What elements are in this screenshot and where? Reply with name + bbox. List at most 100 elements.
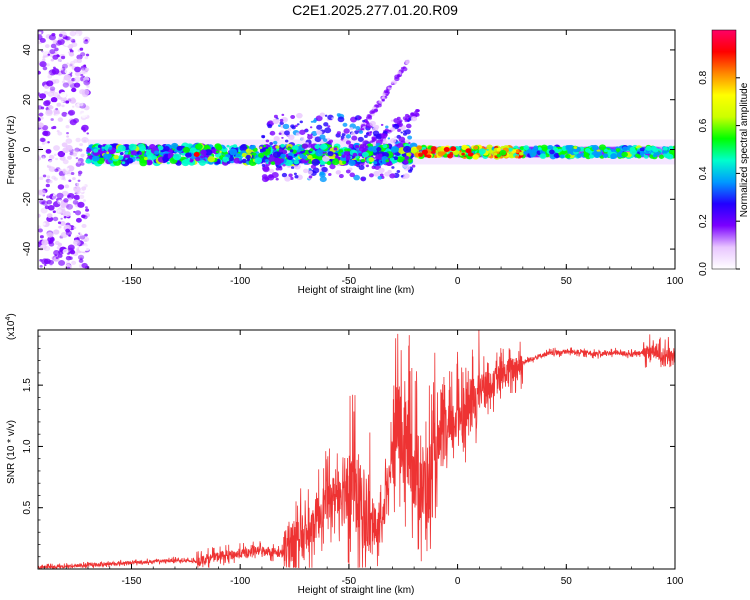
heatmap-cell xyxy=(400,70,404,73)
heatmap-cell xyxy=(261,194,266,198)
heatmap-cell xyxy=(368,173,374,178)
heatmap-cell xyxy=(61,142,68,148)
heatmap-cell xyxy=(437,147,444,153)
heatmap-cell xyxy=(540,144,548,151)
heatmap-cell xyxy=(345,169,351,174)
heatmap-cell xyxy=(87,153,91,156)
heatmap-cell xyxy=(555,149,560,154)
heatmap-cell xyxy=(72,105,75,108)
colorbar-tick-label: 0.0 xyxy=(698,262,709,276)
heatmap-cell xyxy=(291,145,299,151)
heatmap-cell xyxy=(60,217,63,220)
heatmap-cell xyxy=(80,73,84,77)
heatmap-cell xyxy=(352,152,358,157)
heatmap-cell xyxy=(75,157,79,160)
heatmap-cell xyxy=(287,134,295,140)
heatmap-cell xyxy=(404,197,409,201)
heatmap-cell xyxy=(363,134,368,139)
heatmap-cell xyxy=(58,175,63,180)
heatmap-cell xyxy=(406,139,410,143)
heatmap-cell xyxy=(57,131,63,136)
heatmap-cell xyxy=(46,195,50,199)
heatmap-cell xyxy=(580,152,585,156)
heatmap-cell xyxy=(82,199,87,202)
heatmap-cell xyxy=(499,149,507,156)
heatmap-cell xyxy=(389,173,396,179)
heatmap-cell xyxy=(166,161,170,165)
heatmap-cell xyxy=(65,138,73,144)
heatmap-cell xyxy=(326,137,331,141)
heatmap-cell xyxy=(71,77,76,82)
heatmap-cell xyxy=(389,157,395,162)
spectrogram-x-tick-label: 50 xyxy=(561,276,573,287)
heatmap-cell xyxy=(65,261,71,265)
heatmap-cell xyxy=(316,149,321,153)
heatmap-cell xyxy=(39,37,46,43)
heatmap-cell xyxy=(69,249,76,255)
heatmap-cell xyxy=(78,245,87,252)
heatmap-cell xyxy=(181,121,186,125)
heatmap-cell xyxy=(319,176,327,183)
heatmap-cell xyxy=(261,148,266,152)
heatmap-cell xyxy=(407,119,410,123)
colorbar-tick-label: 0.6 xyxy=(698,118,709,132)
heatmap-cell xyxy=(77,179,81,182)
heatmap-cell xyxy=(598,144,606,151)
spectrogram-x-tick-label: -50 xyxy=(342,276,357,287)
heatmap-cell xyxy=(70,171,75,176)
heatmap-cell xyxy=(85,208,90,212)
heatmap-cell xyxy=(57,184,65,190)
heatmap-cell xyxy=(272,118,280,125)
heatmap-cell xyxy=(251,144,256,149)
heatmap-cell xyxy=(573,146,578,150)
spectrogram-x-tick-label: -100 xyxy=(230,276,250,287)
heatmap-cell xyxy=(349,172,356,178)
heatmap-cell xyxy=(639,150,644,155)
heatmap-cell xyxy=(335,169,342,175)
heatmap-cell xyxy=(39,264,43,268)
heatmap-cell xyxy=(383,138,387,142)
heatmap-cell xyxy=(72,152,78,157)
heatmap-cell xyxy=(66,266,71,269)
heatmap-cell xyxy=(73,235,78,239)
heatmap-cell xyxy=(74,210,82,216)
heatmap-cell xyxy=(293,172,297,176)
heatmap-cell xyxy=(56,74,60,78)
heatmap-cell xyxy=(398,119,403,123)
heatmap-cell xyxy=(547,144,554,151)
heatmap-cell xyxy=(82,47,89,53)
heatmap-cell xyxy=(594,153,600,159)
heatmap-cell xyxy=(50,222,56,227)
heatmap-cell xyxy=(496,153,502,158)
heatmap-cell xyxy=(231,131,234,133)
snr-y-tick-label: 0.5 xyxy=(22,500,33,514)
heatmap-cell xyxy=(189,159,194,163)
heatmap-cell xyxy=(258,152,265,158)
heatmap-cell xyxy=(57,209,62,213)
heatmap-cell xyxy=(41,258,49,265)
heatmap-cell xyxy=(478,148,486,155)
heatmap-cell xyxy=(69,119,77,126)
heatmap-cell xyxy=(76,58,82,64)
heatmap-cell xyxy=(52,39,58,44)
heatmap-cell xyxy=(629,149,637,156)
heatmap-cell xyxy=(121,161,126,165)
heatmap-cell xyxy=(55,157,59,161)
heatmap-cell xyxy=(284,139,289,143)
heatmap-cell xyxy=(41,58,46,62)
snr-panel: -150 -100 -50 0 50 100 0.5 1.0 1.5 Height of st… xyxy=(5,313,684,596)
heatmap-cell xyxy=(145,159,153,166)
heatmap-cell xyxy=(59,91,67,98)
heatmap-cell xyxy=(101,146,105,150)
heatmap-cell xyxy=(66,192,75,200)
heatmap-cell xyxy=(61,63,68,69)
heatmap-cell xyxy=(328,173,332,176)
heatmap-cell xyxy=(83,64,87,67)
heatmap-cell xyxy=(180,180,185,185)
heatmap-cell xyxy=(584,148,591,153)
heatmap-cell xyxy=(293,159,300,165)
heatmap-cell xyxy=(345,140,351,145)
spectrogram-y-axis: -40 -20 0 20 40 xyxy=(22,44,675,256)
heatmap-cell xyxy=(204,165,208,169)
heatmap-cell xyxy=(374,108,379,112)
